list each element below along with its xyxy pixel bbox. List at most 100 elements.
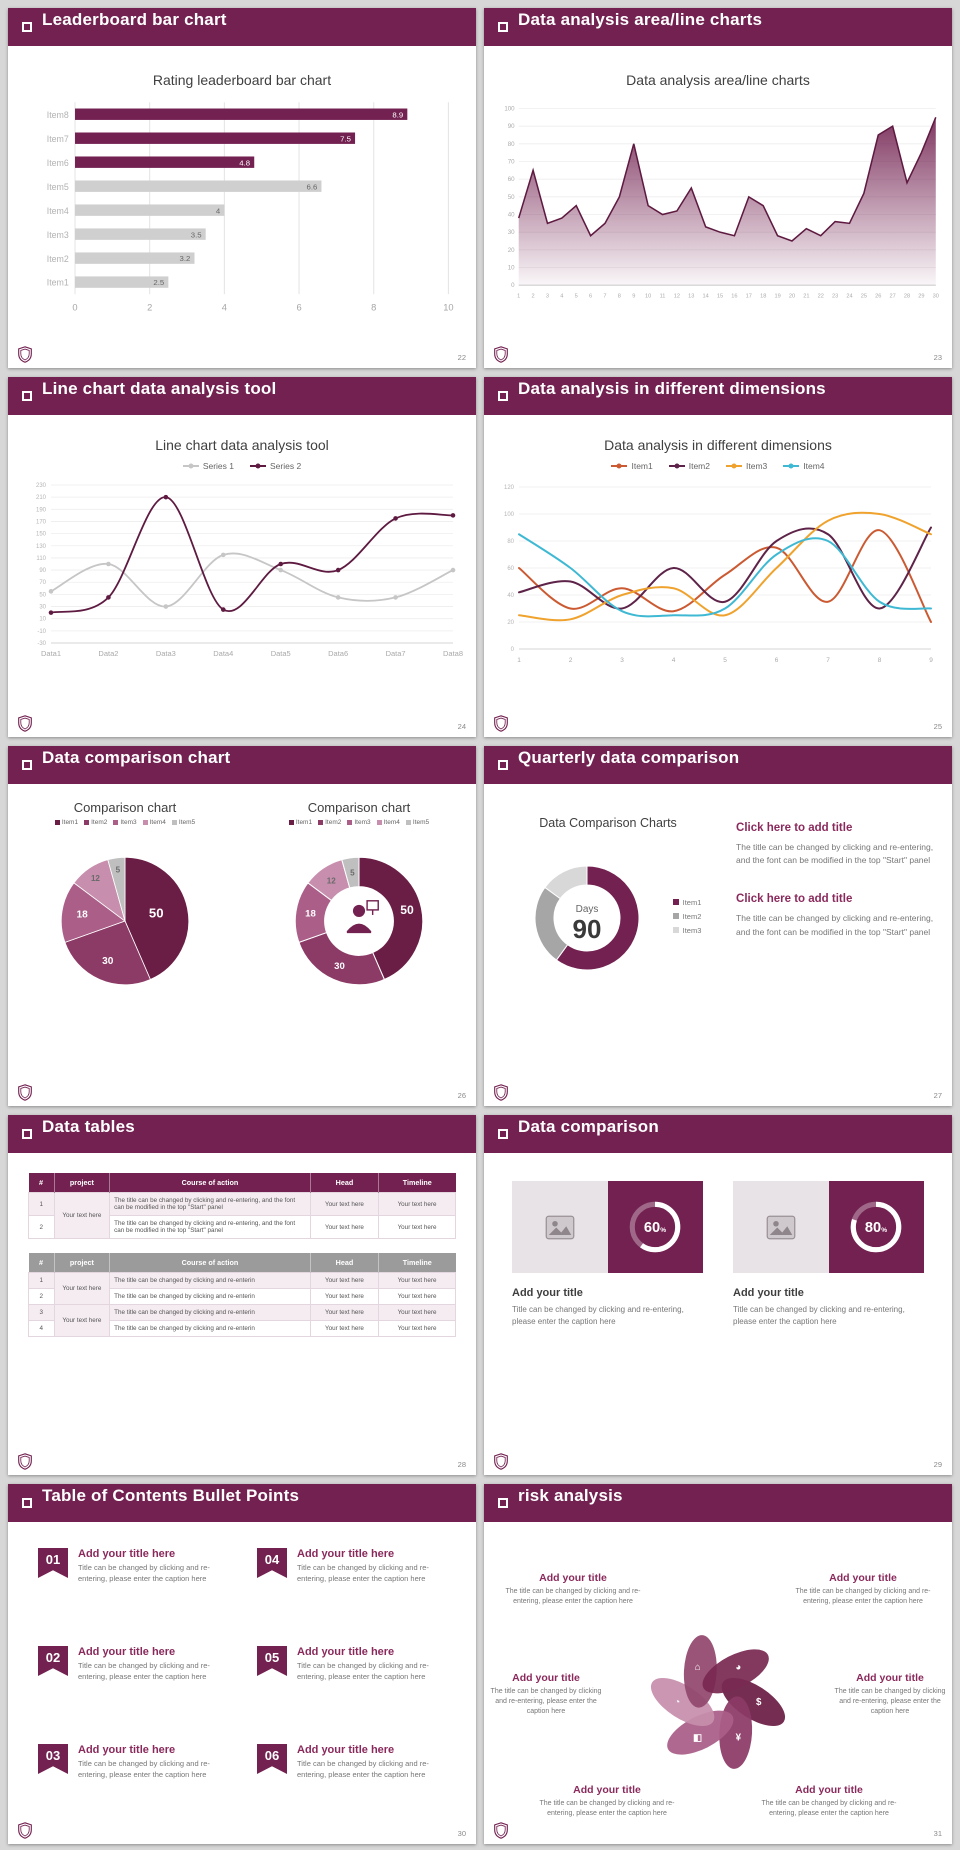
text-block: Click here to add title The title can be… <box>736 893 934 938</box>
slide-data-comparison-cards[interactable]: Data comparison 60% Add your title Title… <box>484 1115 952 1475</box>
svg-text:Data7: Data7 <box>386 649 406 658</box>
item-caption: Title can be changed by clicking and re-… <box>297 1563 429 1583</box>
svg-text:230: 230 <box>36 483 47 489</box>
shield-logo-icon <box>494 715 508 732</box>
item2-marker-icon <box>668 463 685 469</box>
svg-text:Item3: Item3 <box>47 230 69 240</box>
svg-text:8: 8 <box>878 657 882 664</box>
chart-title: Comparison chart <box>73 800 177 815</box>
slide-toc-bullet-points[interactable]: Table of Contents Bullet Points 01 Add y… <box>8 1484 476 1844</box>
number-badge: 05 <box>257 1646 287 1676</box>
svg-text:150: 150 <box>36 532 47 538</box>
project-cell: Your text here <box>53 1192 111 1239</box>
slide-data-tables[interactable]: Data tables # project Course of action H… <box>8 1115 476 1475</box>
svg-text:100: 100 <box>504 106 515 113</box>
chart-legend: Series 1 Series 2 <box>8 461 476 471</box>
svg-text:¥: ¥ <box>736 1732 742 1743</box>
slide-line-chart-tool[interactable]: Line chart data analysis tool Line chart… <box>8 377 476 737</box>
svg-text:8: 8 <box>618 294 621 300</box>
svg-text:29: 29 <box>918 294 924 300</box>
svg-text:21: 21 <box>803 294 809 300</box>
slide-data-comparison-chart[interactable]: Data comparison chart Comparison chart I… <box>8 746 476 1106</box>
svg-text:Item7: Item7 <box>47 134 69 144</box>
slide-leaderboard-bar-chart[interactable]: Leaderboard bar chart Rating leaderboard… <box>8 8 476 368</box>
page-number: 28 <box>457 1460 466 1469</box>
page-number: 24 <box>457 722 466 731</box>
slide-quarterly-comparison[interactable]: Quarterly data comparison Data Compariso… <box>484 746 952 1106</box>
square-bullet-icon <box>498 1129 508 1139</box>
svg-text:Data5: Data5 <box>271 649 291 658</box>
svg-text:10: 10 <box>508 265 515 272</box>
svg-text:Data4: Data4 <box>213 649 233 658</box>
svg-text:-30: -30 <box>37 641 46 647</box>
chart-title: Data analysis area/line charts <box>626 72 810 88</box>
slide-risk-analysis[interactable]: risk analysis $ ¥ ◧ ◔ ⌂ ◕ Add your title The t… <box>484 1484 952 1844</box>
svg-text:20: 20 <box>789 294 795 300</box>
svg-text:90: 90 <box>39 568 46 574</box>
svg-text:80%: 80% <box>865 1220 887 1236</box>
svg-text:13: 13 <box>688 294 694 300</box>
card-caption: Title can be changed by clicking and re-… <box>512 1305 684 1326</box>
item2-marker-icon <box>318 820 324 825</box>
pie-chart-panel: Comparison chart Item1 Item2 Item3 Item4… <box>8 800 242 1004</box>
series1-marker-icon <box>182 463 199 469</box>
chart-title: Data Comparison Charts <box>539 816 677 830</box>
svg-text:22: 22 <box>818 294 824 300</box>
comparison-card: 60% Add your title Title can be changed … <box>512 1181 703 1328</box>
toc-item: 04 Add your title here Title can be chang… <box>257 1548 446 1628</box>
progress-ring-panel: 80% <box>828 1181 924 1273</box>
svg-text:90: 90 <box>572 914 601 944</box>
svg-text:6.6: 6.6 <box>307 182 318 191</box>
slide-dimensions-line-chart[interactable]: Data analysis in different dimensions Da… <box>484 377 952 737</box>
slide-body: 01 Add your title here Title can be chang… <box>8 1522 476 1844</box>
slide-body: # project Course of action Head Timeline… <box>8 1153 476 1475</box>
item-caption: Title can be changed by clicking and re-… <box>78 1759 210 1779</box>
svg-text:120: 120 <box>504 485 515 491</box>
svg-text:2: 2 <box>147 303 152 313</box>
svg-text:28: 28 <box>904 294 910 300</box>
svg-text:Item8: Item8 <box>47 110 69 120</box>
item-caption: Title can be changed by clicking and re-… <box>297 1759 429 1779</box>
svg-text:210: 210 <box>36 495 47 501</box>
svg-text:0: 0 <box>511 647 515 653</box>
svg-text:Days: Days <box>575 904 598 915</box>
svg-text:◔: ◔ <box>674 1697 680 1708</box>
svg-text:30: 30 <box>933 294 939 300</box>
text-block: Click here to add title The title can be… <box>736 822 934 867</box>
svg-text:4: 4 <box>216 206 221 215</box>
item-caption: The title can be changed by clicking and… <box>505 1588 641 1605</box>
block-title: Click here to add title <box>736 893 853 906</box>
item3-marker-icon <box>347 820 353 825</box>
svg-text:Data3: Data3 <box>156 649 176 658</box>
svg-text:18: 18 <box>77 910 89 921</box>
item4-marker-icon <box>142 820 148 825</box>
svg-text:5: 5 <box>116 865 121 874</box>
svg-text:5: 5 <box>575 294 578 300</box>
item-caption: Title can be changed by clicking and re-… <box>78 1661 210 1681</box>
progress-ring-60-svg: 60% <box>629 1201 681 1253</box>
chart-legend: Item1 Item2 Item3 Item4 Item5 <box>242 819 476 826</box>
block-title: Click here to add title <box>736 822 853 834</box>
svg-text:-10: -10 <box>37 629 46 635</box>
svg-text:0: 0 <box>72 303 77 313</box>
chart-legend: Item1 Item2 Item3 <box>672 898 701 935</box>
svg-text:50: 50 <box>149 906 164 921</box>
slide-header: Leaderboard bar chart <box>8 8 476 46</box>
slide-area-line-charts[interactable]: Data analysis area/line charts Data anal… <box>484 8 952 368</box>
table-header-row: # project Course of action Head Timeline <box>28 1173 456 1193</box>
chart-legend: Item1 Item2 Item3 Item4 <box>484 461 952 471</box>
svg-text:9: 9 <box>632 294 635 300</box>
svg-text:Item4: Item4 <box>47 206 69 216</box>
page-number: 27 <box>933 1091 942 1100</box>
page-number: 26 <box>457 1091 466 1100</box>
item-caption: The title can be changed by clicking and… <box>761 1800 897 1817</box>
shield-logo-icon <box>494 1822 508 1839</box>
chart-title: Data analysis in different dimensions <box>604 437 832 453</box>
series2-marker-icon <box>250 463 266 469</box>
slide-title: Line chart data analysis tool <box>42 379 277 398</box>
image-placeholder-icon <box>545 1215 575 1239</box>
svg-text:10: 10 <box>645 294 651 300</box>
item-title: Add your title <box>829 1572 897 1584</box>
square-bullet-icon <box>498 760 508 770</box>
